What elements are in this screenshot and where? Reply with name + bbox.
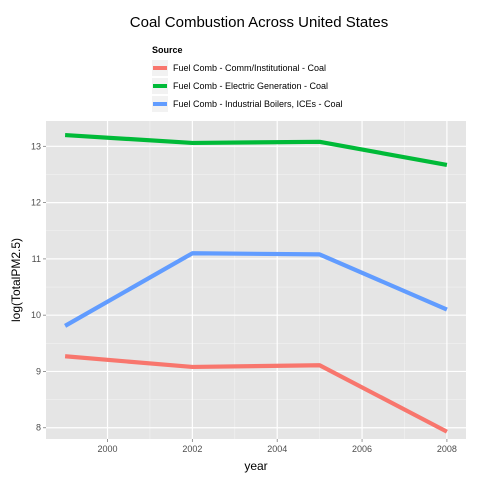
x-tick-label: 2000 bbox=[97, 444, 117, 454]
x-tick-label: 2004 bbox=[267, 444, 287, 454]
legend-title: Source bbox=[152, 45, 183, 55]
y-tick-label: 8 bbox=[36, 423, 41, 433]
legend-label-1: Fuel Comb - Electric Generation - Coal bbox=[173, 81, 328, 91]
plot-panel bbox=[46, 121, 466, 439]
y-tick-label: 10 bbox=[31, 310, 41, 320]
series-line-0 bbox=[64, 354, 448, 434]
y-tick-label: 9 bbox=[36, 366, 41, 376]
legend-label-2: Fuel Comb - Industrial Boilers, ICEs - C… bbox=[173, 99, 343, 109]
series-line-2 bbox=[64, 251, 448, 328]
y-tick-label: 11 bbox=[32, 254, 41, 264]
legend: Source Fuel Comb - Comm/Institutional - … bbox=[152, 45, 343, 112]
y-tick-label: 12 bbox=[31, 198, 41, 208]
series-line-1 bbox=[64, 132, 448, 167]
x-tick-label: 2006 bbox=[352, 444, 372, 454]
x-axis-title: year bbox=[244, 459, 267, 473]
chart-title: Coal Combustion Across United States bbox=[130, 14, 388, 31]
y-axis-title: log(TotalPM2.5) bbox=[9, 238, 23, 322]
x-tick-label: 2008 bbox=[437, 444, 457, 454]
x-tick-label: 2002 bbox=[182, 444, 202, 454]
legend-label-0: Fuel Comb - Comm/Institutional - Coal bbox=[173, 63, 326, 73]
y-tick-label: 13 bbox=[31, 141, 41, 151]
